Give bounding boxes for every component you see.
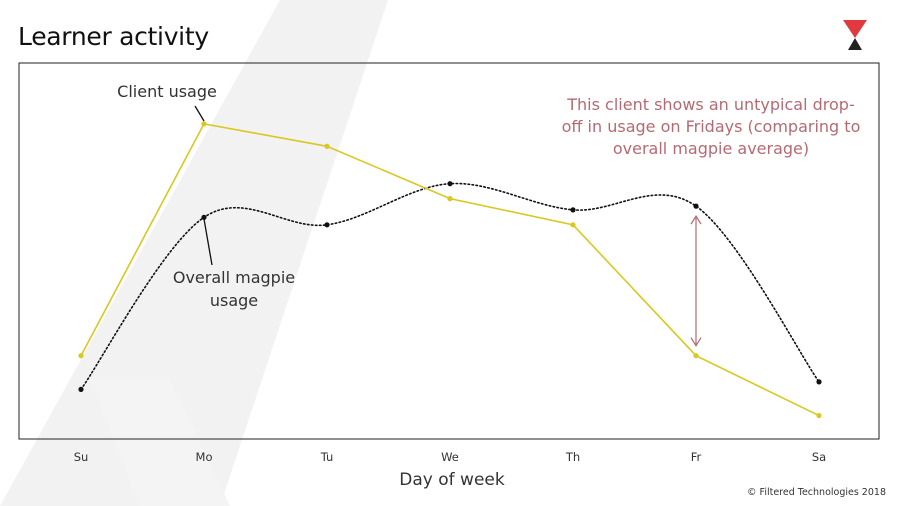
client-point	[570, 222, 576, 228]
x-tick-label: Sa	[812, 450, 826, 464]
client-point	[693, 353, 699, 359]
x-tick-labels: Su Mo Tu We Th Fr Sa	[74, 450, 826, 464]
overall-line-group	[78, 181, 822, 392]
client-point	[201, 121, 207, 127]
overall-point	[324, 222, 330, 228]
client-point	[324, 143, 330, 149]
annotation-note-line: This client shows an untypical drop-	[566, 95, 854, 114]
slide-title: Learner activity	[18, 22, 209, 51]
x-tick-label: We	[441, 450, 459, 464]
x-tick-label: Su	[74, 450, 89, 464]
annotation-note-line: off in usage on Fridays (comparing to	[562, 117, 861, 136]
client-usage-label: Client usage	[117, 82, 217, 101]
annotation-group: Client usage Overall magpie usage This clie…	[117, 82, 861, 347]
annotation-note-line: overall magpie average)	[613, 139, 809, 158]
overall-point	[816, 379, 822, 385]
overall-point	[693, 203, 699, 209]
overall-point	[447, 181, 453, 187]
x-tick-label: Fr	[691, 450, 702, 464]
overall-point	[570, 207, 576, 213]
copyright-text: © Filtered Technologies 2018	[747, 487, 886, 498]
x-tick-label: Mo	[196, 450, 213, 464]
overall-point	[201, 214, 207, 220]
x-tick-label: Tu	[320, 450, 334, 464]
gap-arrow-head-bottom	[690, 337, 702, 347]
client-line-group	[78, 121, 822, 419]
gap-arrow-head-top	[690, 214, 702, 225]
client-point	[447, 196, 453, 202]
hourglass-triangle-logo-icon	[843, 20, 867, 50]
client-label-leader	[194, 105, 205, 122]
overall-label-leader	[203, 218, 213, 266]
client-point	[78, 353, 84, 359]
x-tick-label: Th	[565, 450, 580, 464]
overall-usage-label-line2: usage	[210, 291, 258, 310]
plot-frame	[18, 62, 880, 440]
client-point	[816, 412, 822, 419]
overall-point	[78, 386, 84, 392]
overall-usage-label-line1: Overall magpie	[173, 268, 295, 287]
x-axis-label: Day of week	[399, 470, 505, 490]
